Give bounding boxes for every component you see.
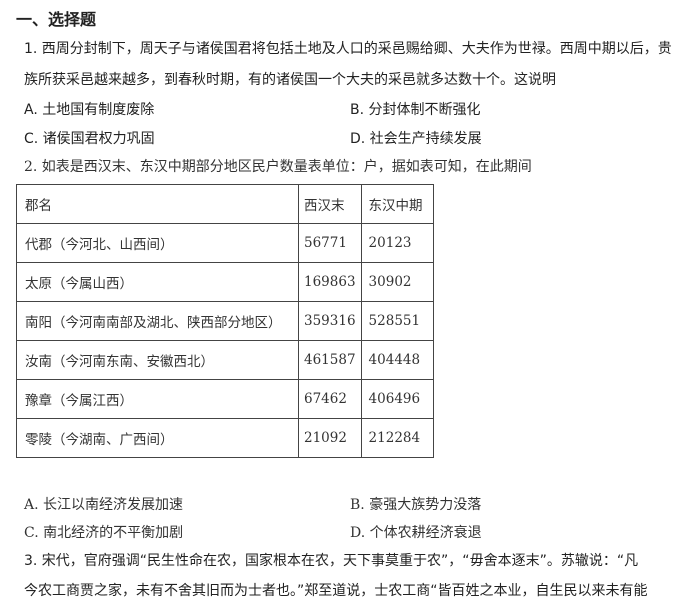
cell: 359316: [298, 301, 362, 341]
q2-option-a: A. 长江以南经济发展加速: [24, 497, 184, 513]
q3-stem-line1: 3. 宋代，官府强调“民生性命在农，国家根本在农，天下事莫重于农”，“毋舍本逐末…: [24, 553, 639, 569]
q1-stem-line2: 族所获采邑越来越多，到春秋时期，有的诸侯国一个大夫的采邑就多达数十个。这说明: [24, 72, 556, 88]
q1-option-c: C. 诸侯国君权力巩固: [24, 131, 155, 147]
population-table: 郡名 西汉末 东汉中期 代郡（今河北、山西间） 56771 20123 太原（今属山…: [16, 184, 434, 458]
cell: 169863: [298, 262, 362, 302]
q2-option-d: D. 个体农耕经济衰退: [350, 525, 482, 541]
cell: 21092: [298, 418, 362, 458]
q2-option-c: C. 南北经济的不平衡加剧: [24, 525, 184, 541]
cell: 406496: [360, 379, 434, 419]
cell: 404448: [360, 340, 434, 380]
cell: 南阳（今河南南部及湖北、陕西部分地区）: [16, 301, 299, 341]
q1-option-d: D. 社会生产持续发展: [350, 131, 482, 147]
header-cell: 东汉中期: [360, 184, 434, 224]
cell: 零陵（今湖南、广西间）: [16, 418, 299, 458]
cell: 56771: [298, 223, 362, 263]
section-title: 一、选择题: [16, 10, 97, 29]
cell: 528551: [360, 301, 434, 341]
q1-option-a: A. 土地国有制度废除: [24, 102, 155, 118]
cell: 代郡（今河北、山西间）: [16, 223, 299, 263]
cell: 67462: [298, 379, 362, 419]
header-cell: 郡名: [16, 184, 299, 224]
q2-option-b: B. 豪强大族势力没落: [350, 497, 482, 513]
table-row: 豫章（今属江西） 67462 406496: [16, 379, 434, 419]
table-row: 南阳（今河南南部及湖北、陕西部分地区） 359316 528551: [16, 301, 434, 341]
header-cell: 西汉末: [298, 184, 362, 224]
table-row: 太原（今属山西） 169863 30902: [16, 262, 434, 302]
q1-option-b: B. 分封体制不断强化: [350, 102, 481, 118]
table-row: 汝南（今河南东南、安徽西北） 461587 404448: [16, 340, 434, 380]
cell: 豫章（今属江西）: [16, 379, 299, 419]
q2-stem: 2. 如表是西汉末、东汉中期部分地区民户数量表单位：户，据如表可知，在此期间: [24, 159, 532, 175]
table-row: 零陵（今湖南、广西间） 21092 212284: [16, 418, 434, 458]
q3-stem-line2: 今农工商贾之家，未有不舍其旧而为士者也。”郑至道说，士农工商“皆百姓之本业，自生…: [24, 583, 648, 599]
cell: 汝南（今河南东南、安徽西北）: [16, 340, 299, 380]
table-header-row: 郡名 西汉末 东汉中期: [16, 184, 434, 224]
cell: 30902: [360, 262, 434, 302]
table-row: 代郡（今河北、山西间） 56771 20123: [16, 223, 434, 263]
q1-stem-line1: 1. 西周分封制下，周天子与诸侯国君将包括土地及人口的采邑赐给卿、大夫作为世禄。…: [24, 41, 672, 57]
cell: 212284: [360, 418, 434, 458]
cell: 461587: [298, 340, 362, 380]
cell: 20123: [360, 223, 434, 263]
cell: 太原（今属山西）: [16, 262, 299, 302]
